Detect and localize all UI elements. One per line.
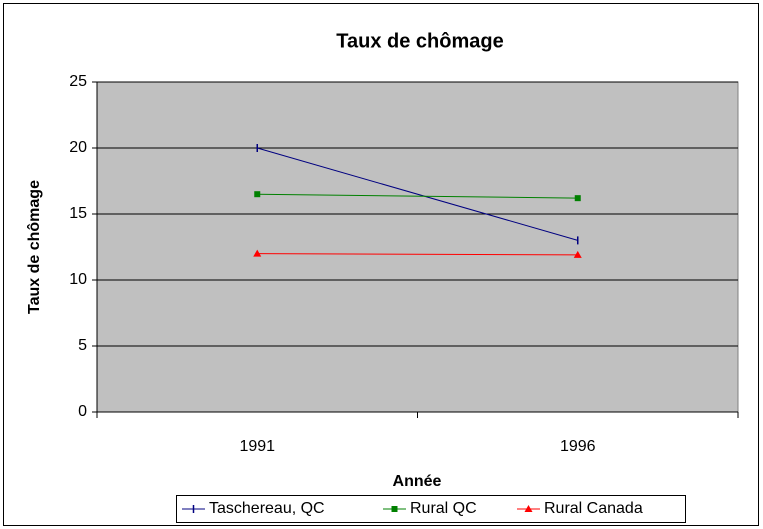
y-tick-label: 5 [78, 337, 87, 354]
marker [253, 249, 262, 257]
y-axis-label: Taux de chômage [26, 180, 43, 314]
y-tick-label: 20 [69, 139, 87, 156]
series-line [257, 193, 578, 199]
legend [176, 495, 686, 523]
marker [524, 505, 533, 512]
y-tick-label: 15 [69, 205, 87, 222]
plot-area [96, 81, 739, 413]
chart-title: Taux de chômage [336, 30, 503, 52]
marker [391, 506, 398, 512]
x-tick-label: 1996 [560, 438, 596, 455]
series-line [257, 253, 578, 256]
marker [254, 191, 261, 198]
x-axis-label: Année [393, 473, 442, 490]
legend-label: Taschereau, QC [209, 500, 325, 517]
series-line [257, 147, 578, 241]
legend-label: Rural QC [410, 500, 477, 517]
y-tick-label: 10 [69, 271, 87, 288]
marker [574, 195, 581, 202]
y-tick-label: 25 [69, 73, 87, 90]
y-tick-label: 0 [78, 403, 87, 420]
marker [573, 250, 582, 258]
legend-label: Rural Canada [544, 500, 643, 517]
x-tick-label: 1991 [239, 438, 275, 455]
